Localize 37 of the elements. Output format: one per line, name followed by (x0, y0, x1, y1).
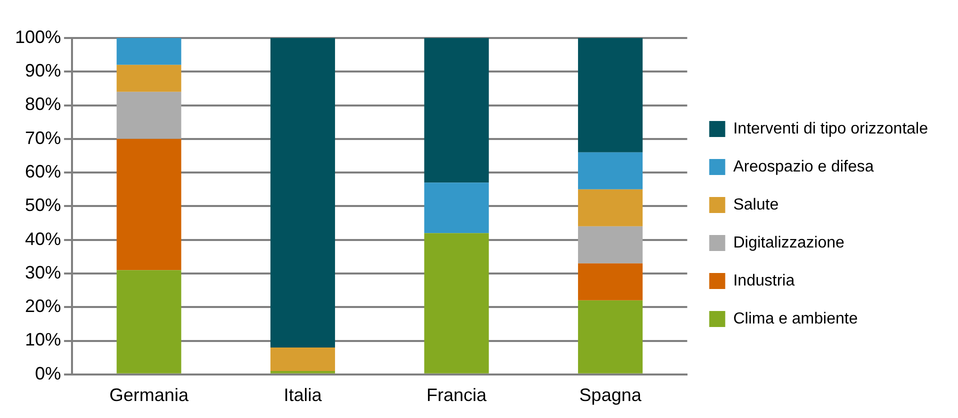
bar (116, 138, 182, 270)
x-tick-label: Spagna (579, 385, 642, 406)
legend-label: Salute (733, 196, 779, 214)
x-tick-label: Italia (284, 385, 323, 406)
bar (578, 300, 643, 374)
x-tick-label: Germania (109, 385, 190, 406)
legend-label: Industria (733, 272, 795, 290)
bar (578, 263, 643, 300)
y-tick-label: 40% (25, 228, 62, 249)
y-tick-label: 0% (35, 363, 62, 384)
y-tick-label: 60% (25, 162, 62, 182)
legend-label: Digitalizzazione (733, 234, 844, 252)
bar (116, 64, 182, 92)
y-tick-label: 80% (25, 94, 62, 114)
legend-label: Clima e ambiente (733, 310, 858, 328)
bar (424, 38, 489, 183)
y-tick-label: 20% (25, 296, 62, 316)
bar (578, 226, 643, 264)
y-tick-label: 50% (25, 195, 62, 216)
y-tick-label: 90% (25, 60, 62, 81)
bar (116, 38, 182, 65)
bar (116, 92, 182, 139)
bar (424, 182, 489, 234)
bar (270, 347, 336, 372)
y-tick-label: 70% (25, 128, 62, 148)
bar (578, 189, 643, 226)
bar (578, 152, 643, 190)
legend-label: Areospazio e difesa (733, 158, 874, 176)
bar (424, 233, 489, 374)
y-tick-label: 30% (25, 262, 62, 282)
bar (270, 38, 336, 348)
x-tick-label: Francia (426, 385, 488, 406)
bar (578, 38, 643, 152)
y-tick-label: 10% (25, 330, 62, 350)
bar (116, 270, 182, 374)
legend-label: Interventi di tipo orizzontale (733, 120, 928, 138)
y-tick-label: 100% (14, 26, 62, 47)
